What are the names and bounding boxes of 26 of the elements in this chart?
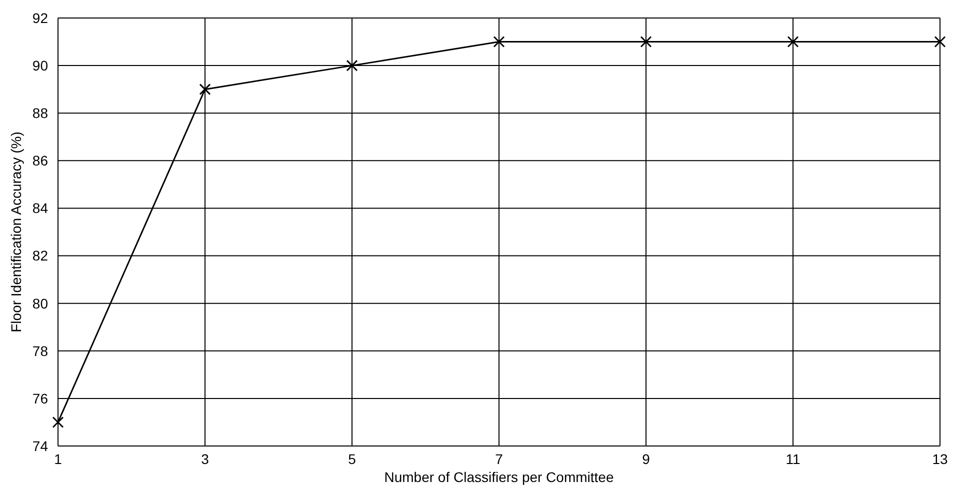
point <box>640 36 652 48</box>
y-tick-label: 92 <box>32 10 48 26</box>
x-tick-label: 3 <box>201 450 210 467</box>
point <box>934 36 946 48</box>
point <box>52 416 64 428</box>
x-tick-label: 1 <box>54 450 62 467</box>
x-tick-label: 7 <box>495 450 504 467</box>
y-tick-label: 86 <box>32 152 48 169</box>
y-tick-label: 76 <box>32 390 48 406</box>
x-axis-title: Number of Classifiers per Committee <box>384 469 614 485</box>
y-tick-label: 74 <box>32 438 48 454</box>
y-tick-label: 90 <box>32 58 48 74</box>
x-tick-label: 11 <box>786 450 800 467</box>
x-tick-label: 13 <box>932 450 948 467</box>
point <box>346 60 358 72</box>
x-tick-label: 9 <box>642 450 650 467</box>
y-tick-label: 78 <box>32 342 48 359</box>
point <box>199 84 211 96</box>
y-tick-label: 84 <box>32 200 48 216</box>
y-tick-label: 82 <box>32 248 48 264</box>
y-tick-label: 88 <box>32 105 48 122</box>
y-axis-title: Floor Identification Accuracy (%) <box>8 132 24 332</box>
point <box>787 36 799 48</box>
point <box>493 36 505 48</box>
y-tick-label: 80 <box>32 295 48 312</box>
x-tick-label: 5 <box>348 450 356 467</box>
